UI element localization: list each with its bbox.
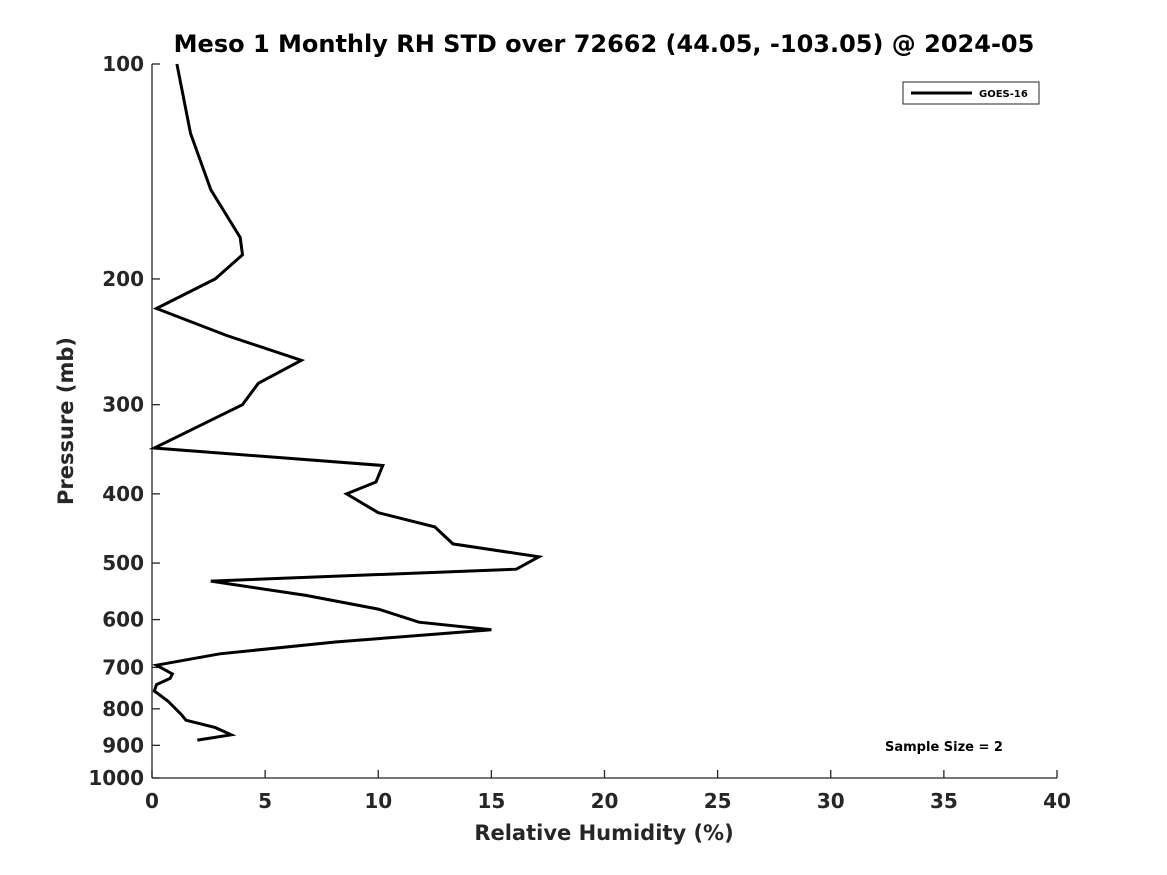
y-tick-label: 400 bbox=[102, 482, 144, 506]
y-tick-label: 800 bbox=[102, 697, 144, 721]
x-tick-label: 30 bbox=[817, 789, 845, 813]
sample-size-annotation: Sample Size = 2 bbox=[885, 740, 1003, 755]
y-tick-label: 900 bbox=[102, 733, 144, 757]
x-tick-label: 40 bbox=[1043, 789, 1071, 813]
y-tick-label: 1000 bbox=[88, 766, 144, 790]
x-axis-ticks: 0 5 10 15 20 25 30 35 40 bbox=[145, 770, 1071, 813]
x-tick-label: 0 bbox=[145, 789, 159, 813]
y-axis-ticks: 100 200 300 400 500 600 700 800 900 1000 bbox=[88, 52, 160, 790]
x-tick-label: 35 bbox=[930, 789, 958, 813]
legend-entry-goes-16: GOES-16 bbox=[979, 89, 1028, 100]
x-tick-label: 5 bbox=[258, 789, 272, 813]
series-layer bbox=[148, 63, 544, 742]
y-tick-label: 300 bbox=[102, 393, 144, 417]
x-tick-label: 20 bbox=[591, 789, 619, 813]
x-tick-label: 25 bbox=[704, 789, 732, 813]
y-tick-label: 700 bbox=[102, 655, 144, 679]
y-tick-label: 600 bbox=[102, 608, 144, 632]
y-tick-label: 100 bbox=[102, 52, 144, 76]
x-tick-label: 10 bbox=[364, 789, 392, 813]
y-tick-label: 500 bbox=[102, 551, 144, 575]
y-axis-label: Pressure (mb) bbox=[54, 337, 78, 505]
x-tick-label: 15 bbox=[477, 789, 505, 813]
x-axis-label: Relative Humidity (%) bbox=[474, 821, 733, 845]
y-tick-label: 200 bbox=[102, 267, 144, 291]
axes bbox=[151, 64, 1057, 779]
chart-title: Meso 1 Monthly RH STD over 72662 (44.05,… bbox=[174, 30, 1035, 58]
legend: GOES-16 bbox=[902, 81, 1040, 105]
series-line-goes-16 bbox=[148, 63, 544, 742]
